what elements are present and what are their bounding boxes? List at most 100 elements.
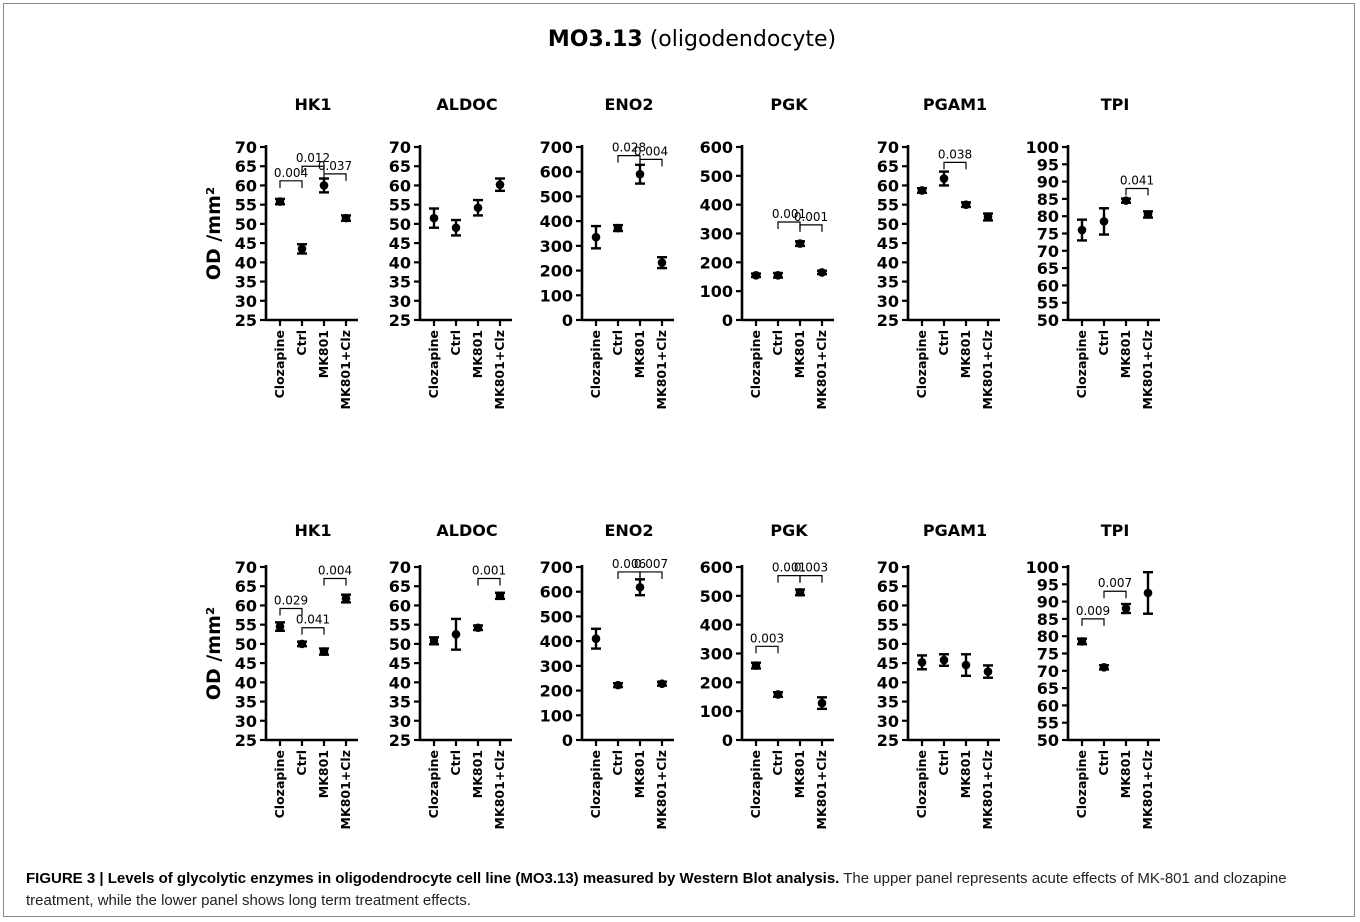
y-tick-label: 90 xyxy=(1037,173,1059,192)
x-tick-label: Ctrl xyxy=(936,330,951,356)
y-tick-label: 65 xyxy=(1037,259,1059,278)
y-tick-label: 25 xyxy=(235,731,257,750)
y-tick-label: 55 xyxy=(389,196,411,215)
y-tick-label: 400 xyxy=(700,196,733,215)
x-tick-label: MK801+Clz xyxy=(492,330,507,409)
data-point xyxy=(591,634,601,643)
y-tick-label: 35 xyxy=(235,693,257,712)
y-tick-label: 30 xyxy=(235,292,257,311)
y-tick-label: 200 xyxy=(700,253,733,272)
y-tick-label: 80 xyxy=(1037,627,1059,646)
y-tick-label: 70 xyxy=(1037,662,1059,681)
x-tick-label: Clozapine xyxy=(748,750,763,818)
data-point xyxy=(983,212,993,222)
data-point xyxy=(939,174,949,183)
x-tick-label: Clozapine xyxy=(1074,330,1089,398)
y-tick-label: 300 xyxy=(540,237,573,256)
y-tick-label: 30 xyxy=(235,712,257,731)
data-point xyxy=(473,203,483,213)
x-tick-label: Clozapine xyxy=(914,330,929,398)
p-value-label: 0.004 xyxy=(274,166,308,180)
y-tick-label: 40 xyxy=(235,253,257,272)
figure-main-title: MO3.13 (oligodendocyte) xyxy=(548,27,836,52)
y-tick-label: 70 xyxy=(235,138,257,157)
y-tick-label: 85 xyxy=(1037,190,1059,209)
y-tick-label: 400 xyxy=(540,632,573,651)
significance-bracket xyxy=(477,577,501,586)
y-tick-label: 30 xyxy=(389,712,411,731)
x-tick-label: Ctrl xyxy=(448,330,463,356)
chart-1-pgk: PGK 0 100 200 300 400 500 600 Clozapine Ctrl MK801… xyxy=(700,521,834,829)
chart-title: ENO2 xyxy=(604,521,653,540)
x-tick-label: Clozapine xyxy=(588,330,603,398)
data-point xyxy=(657,679,667,688)
x-tick-label: MK801 xyxy=(958,330,973,378)
y-tick-label: 40 xyxy=(877,673,899,692)
figure-canvas: MO3.13 (oligodendocyte) HK125303540455055… xyxy=(203,27,1160,829)
y-tick-label: 55 xyxy=(877,616,899,635)
data-point xyxy=(795,239,805,248)
significance-bracket xyxy=(617,571,641,579)
x-tick-label: MK801 xyxy=(316,330,331,378)
x-tick-label: MK801+Clz xyxy=(980,750,995,829)
y-tick-label: 90 xyxy=(1037,593,1059,612)
y-tick-label: 70 xyxy=(235,558,257,577)
y-tick-label: 80 xyxy=(1037,207,1059,226)
x-tick-label: Ctrl xyxy=(1096,330,1111,356)
significance-bracket xyxy=(777,575,801,583)
y-tick-label: 600 xyxy=(540,583,573,602)
y-tick-label: 30 xyxy=(877,712,899,731)
y-tick-label: 0 xyxy=(562,731,573,750)
x-tick-label: MK801 xyxy=(1118,750,1133,798)
y-tick-label: 65 xyxy=(1037,679,1059,698)
y-tick-label: 35 xyxy=(235,273,257,292)
y-tick-label: 95 xyxy=(1037,575,1059,594)
p-value-label: 0.007 xyxy=(1098,576,1132,590)
y-tick-label: 100 xyxy=(1026,558,1059,577)
data-point xyxy=(917,186,927,195)
p-value-label: 0.028 xyxy=(612,141,646,155)
y-tick-label: 70 xyxy=(1037,242,1059,261)
x-tick-label: MK801 xyxy=(792,330,807,378)
data-point xyxy=(939,655,949,665)
x-tick-label: MK801 xyxy=(316,750,331,798)
y-tick-label: 50 xyxy=(877,635,899,654)
p-value-label: 0.009 xyxy=(1076,604,1110,618)
y-tick-label: 50 xyxy=(1037,731,1059,750)
y-tick-label: 70 xyxy=(877,138,899,157)
y-tick-label: 70 xyxy=(389,138,411,157)
significance-bracket xyxy=(323,173,347,181)
y-tick-label: 100 xyxy=(700,702,733,721)
y-tick-label: 700 xyxy=(540,558,573,577)
p-value-label: 0.037 xyxy=(318,159,352,173)
p-value-label: 0.041 xyxy=(296,613,330,627)
y-tick-label: 70 xyxy=(877,558,899,577)
y-tick-label: 50 xyxy=(1037,311,1059,330)
data-point xyxy=(341,213,351,223)
p-value-label: 0.004 xyxy=(318,564,352,578)
data-point xyxy=(983,667,993,676)
y-tick-label: 45 xyxy=(389,234,411,253)
significance-bracket xyxy=(755,645,779,654)
x-tick-label: Clozapine xyxy=(588,750,603,818)
y-tick-label: 600 xyxy=(540,163,573,182)
x-tick-label: Ctrl xyxy=(448,750,463,776)
data-point xyxy=(341,594,351,603)
p-value-label: 0.041 xyxy=(1120,174,1154,188)
significance-bracket xyxy=(301,627,325,635)
y-tick-label: 100 xyxy=(540,286,573,305)
y-tick-label: 60 xyxy=(235,176,257,195)
y-tick-label: 45 xyxy=(877,234,899,253)
x-tick-label: MK801+Clz xyxy=(1140,330,1155,409)
x-tick-label: MK801 xyxy=(632,750,647,798)
x-tick-label: MK801+Clz xyxy=(814,330,829,409)
significance-bracket xyxy=(279,607,303,616)
y-tick-label: 40 xyxy=(877,253,899,272)
y-tick-label: 200 xyxy=(540,682,573,701)
y-tick-label: 700 xyxy=(540,138,573,157)
y-tick-label: 40 xyxy=(235,673,257,692)
y-tick-label: 200 xyxy=(540,262,573,281)
